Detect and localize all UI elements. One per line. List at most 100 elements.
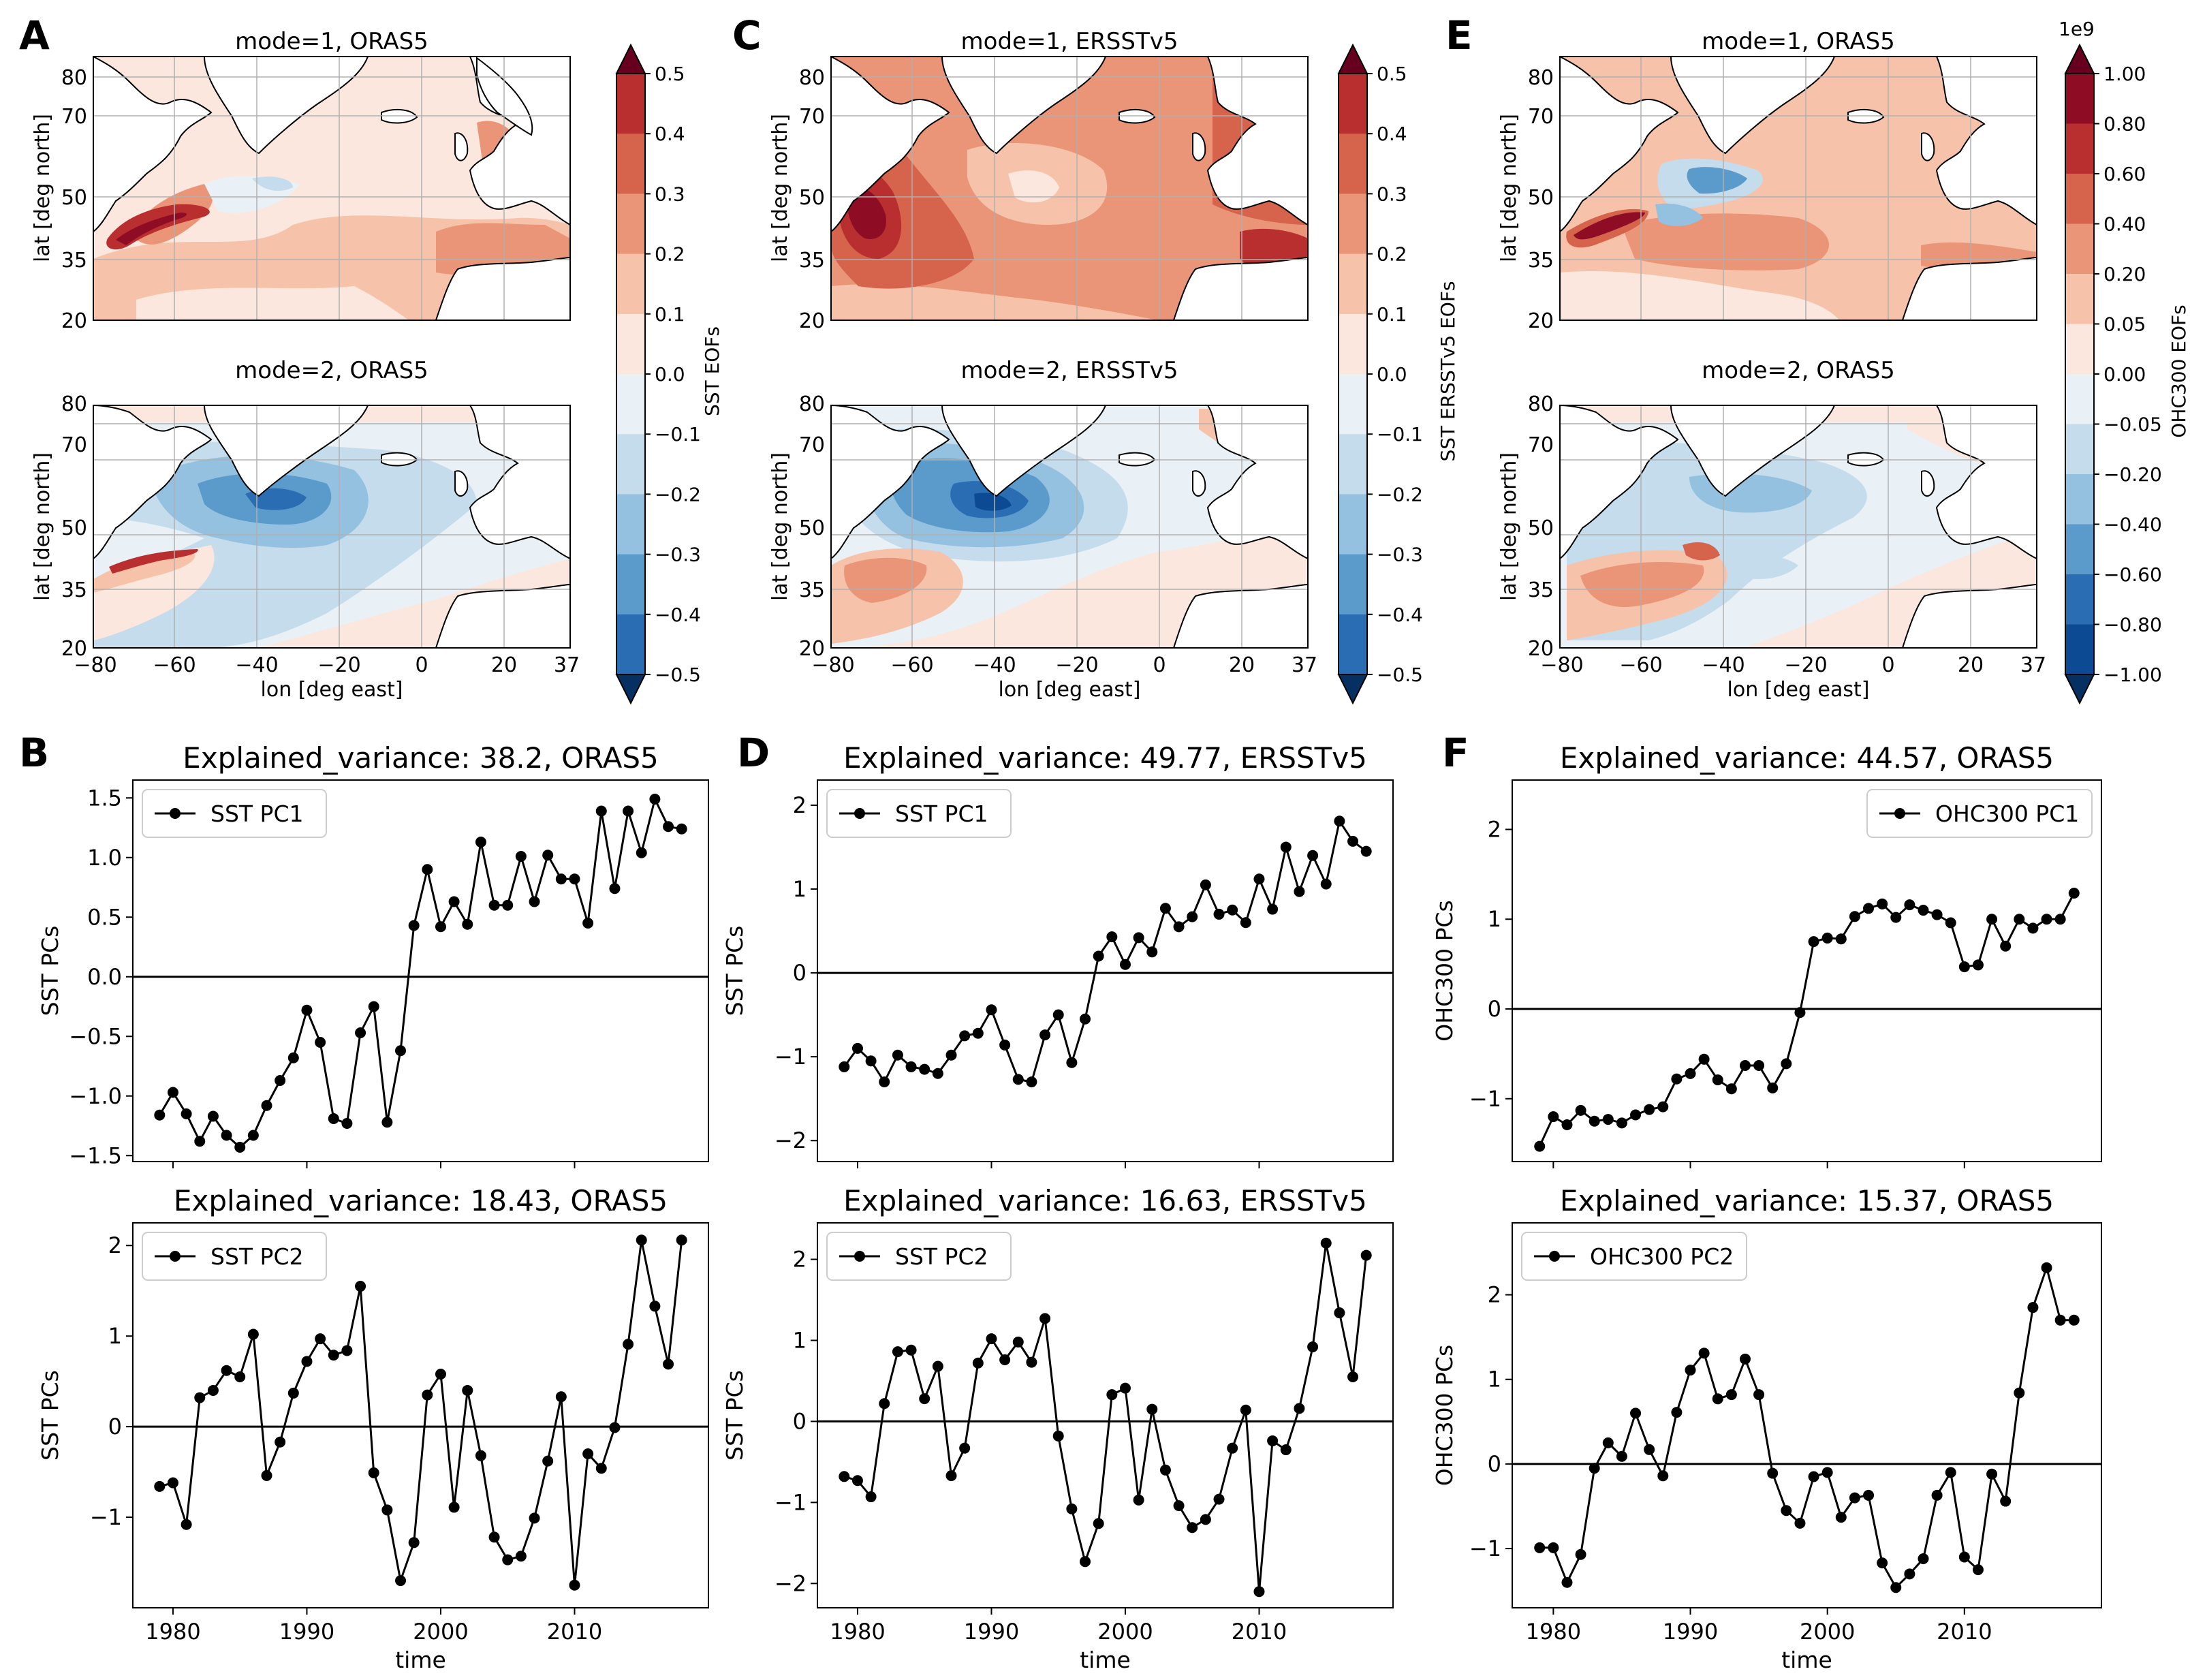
colorbar-tick-label: −0.4 — [1377, 604, 1423, 626]
contour-fill — [1730, 555, 1798, 579]
y-tick-label: 0 — [1488, 1451, 1501, 1477]
lon-tick: 20 — [491, 653, 517, 677]
lon-tick: −20 — [1055, 653, 1098, 677]
panel-letter-e: E — [1445, 12, 1473, 59]
data-point — [582, 1448, 594, 1459]
y-axis-label: SST PCs — [721, 1370, 748, 1461]
data-point — [2014, 914, 2025, 925]
land-europe — [1935, 405, 2037, 560]
y-tick-label: 1.5 — [87, 785, 122, 811]
contour-fill — [1574, 212, 1645, 240]
data-point — [1080, 1556, 1091, 1568]
x-axis-label: time — [1781, 1647, 1832, 1673]
grid — [1560, 57, 2037, 320]
data-point — [502, 1554, 514, 1566]
data-point — [1173, 921, 1185, 933]
data-point — [663, 821, 674, 833]
data-point — [1548, 1542, 1559, 1553]
land-iceland — [1847, 452, 1885, 467]
data-point — [475, 1450, 486, 1461]
land-greenland — [1670, 405, 1836, 497]
grid — [93, 405, 570, 648]
data-point — [301, 1004, 313, 1016]
legend-label: OHC300 PC2 — [1590, 1243, 1734, 1270]
data-point — [1698, 1053, 1710, 1065]
data-point — [194, 1392, 206, 1403]
data-point — [851, 1042, 863, 1054]
data-point — [636, 847, 647, 858]
colorbar-tick-label: −0.3 — [1377, 544, 1423, 566]
colorbar-tick-label: 0.0 — [655, 363, 685, 386]
lon-tick: −80 — [1540, 653, 1583, 677]
land-britain — [454, 132, 469, 161]
colorbar-band — [616, 494, 645, 555]
data-point — [1159, 903, 1171, 914]
land-europe — [1935, 57, 2037, 226]
colorbar-tick-label: −1.00 — [2103, 664, 2162, 686]
data-point — [1187, 911, 1198, 922]
colorbar-band — [2065, 274, 2094, 324]
lon-tick: −40 — [973, 653, 1016, 677]
x-axis-label: time — [395, 1647, 446, 1673]
data-point — [1931, 909, 1943, 920]
data-point — [1173, 1500, 1185, 1512]
lat-tick: 50 — [799, 186, 825, 210]
data-point — [1066, 1057, 1078, 1068]
y-tick-label: 1 — [793, 1327, 807, 1353]
data-point — [1781, 1505, 1792, 1516]
map-title: mode=2, ERSSTv5 — [961, 357, 1178, 384]
axes-frame — [817, 779, 1394, 1162]
data-point — [1227, 1442, 1238, 1454]
lat-tick: 80 — [61, 392, 87, 416]
colorbar-band — [616, 134, 645, 194]
y-tick-label: 1 — [1488, 1367, 1501, 1393]
data-point — [261, 1469, 272, 1481]
y-tick-label: 1 — [793, 876, 807, 902]
data-point — [945, 1470, 957, 1482]
lon-tick: 0 — [415, 653, 428, 677]
colorbar-extend-min — [1337, 674, 1368, 705]
data-point — [1685, 1365, 1696, 1376]
lat-tick: 70 — [799, 433, 825, 457]
colorbar-tick-label: 0.20 — [2103, 263, 2146, 285]
data-point — [1863, 903, 1875, 914]
legend-marker — [854, 1251, 865, 1262]
data-point — [1334, 815, 1345, 827]
lat-tick: 70 — [1528, 105, 1554, 129]
lon-tick: −80 — [811, 653, 854, 677]
colorbar-label: SST ERSSTv5 EOFs — [1437, 281, 1459, 461]
data-point — [582, 918, 594, 929]
axes-frame — [132, 1222, 709, 1608]
data-point — [1630, 1407, 1642, 1419]
y-axis-label: lat [deg north] — [768, 452, 792, 601]
y-tick-label: −1.0 — [69, 1083, 122, 1109]
data-point — [1904, 899, 1915, 911]
data-point — [1821, 932, 1833, 944]
lat-tick: 70 — [61, 105, 87, 129]
colorbar-tick-label: 0.60 — [2103, 163, 2146, 185]
land-greenland — [203, 405, 369, 497]
data-point — [1012, 1074, 1024, 1085]
colorbar-band — [2065, 123, 2094, 174]
y-tick-label: 2 — [1488, 816, 1501, 842]
colorbar-tick-label: 0.05 — [2103, 313, 2146, 336]
data-point — [919, 1063, 930, 1075]
land-africa — [1901, 583, 2037, 648]
data-point — [515, 1551, 527, 1562]
data-point — [1918, 1553, 1929, 1564]
axes-frame — [1559, 405, 2037, 649]
contour-fill — [93, 545, 215, 640]
lon-tick: −60 — [890, 653, 933, 677]
colorbar-tick-label: 0.5 — [1377, 63, 1407, 85]
colorbar-tick-label: 0.4 — [1377, 123, 1407, 145]
map-title: mode=1, ORAS5 — [235, 28, 428, 55]
data-point — [1808, 1471, 1819, 1482]
data-point — [1712, 1074, 1723, 1086]
data-point — [1039, 1313, 1051, 1324]
data-point — [1890, 912, 1902, 923]
data-point — [2014, 1387, 2025, 1399]
legend-box — [1866, 789, 2093, 838]
data-point — [959, 1442, 971, 1454]
series-line — [1538, 892, 2076, 1147]
colorbar-band — [2065, 324, 2094, 375]
